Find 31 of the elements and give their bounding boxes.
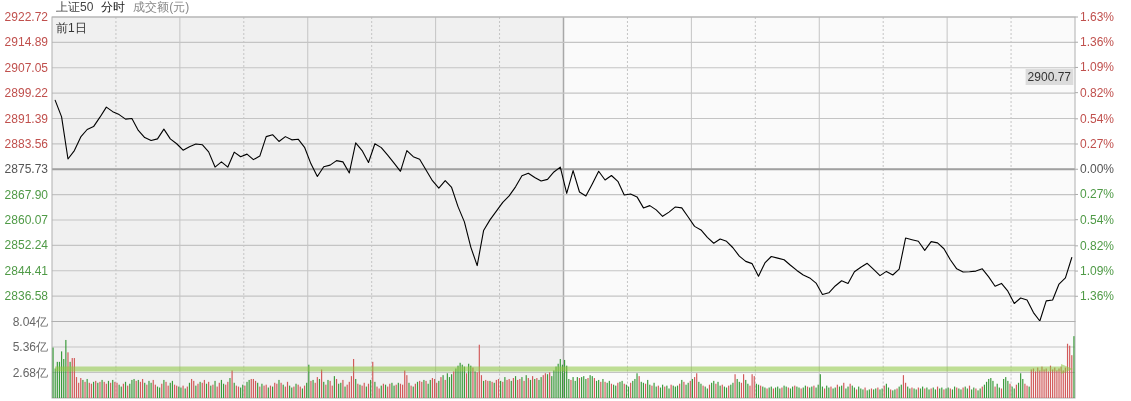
y2-tick-label: 1.36% [1080, 289, 1115, 304]
y2-tick-label: 0.82% [1080, 85, 1115, 100]
y2-tick-label: 0.27% [1080, 187, 1115, 202]
y2-tick-label: 1.09% [1080, 264, 1115, 279]
y2-tick-label: 0.54% [1080, 111, 1115, 126]
y-tick-label: 5.36亿 [12, 340, 48, 354]
y-tick-label: 2860.07 [4, 212, 49, 227]
y2-tick-label: 1.09% [1080, 60, 1115, 75]
annotation: 2900.77 [1027, 70, 1072, 84]
y-tick-label: 2914.89 [4, 35, 49, 50]
y-tick-label: 2867.90 [4, 187, 49, 202]
y2-tick-label: 1.36% [1080, 35, 1115, 50]
y-tick-label: 2883.56 [4, 136, 49, 151]
y-tick-label: 2875.73 [4, 162, 49, 177]
y2-tick-label: 0.27% [1080, 137, 1115, 152]
text: 成交额(元) [133, 0, 190, 14]
y-tick-label: 2844.41 [4, 263, 49, 278]
chart-title: 上证50 [56, 0, 94, 14]
chart-subtitle: 分时 [101, 0, 126, 14]
y-tick-label: 8.04亿 [12, 314, 48, 329]
y2-tick-label: 0.54% [1080, 212, 1115, 227]
y-tick-label: 2836.58 [4, 289, 49, 304]
y2-tick-label: 0.82% [1080, 238, 1115, 253]
y-tick-label: 2922.72 [4, 10, 49, 24]
y-tick-label: 2899.22 [4, 86, 49, 101]
y2-tick-label: 0.00% [1080, 162, 1115, 177]
y-tick-label: 2852.24 [4, 238, 49, 253]
y-tick-label: 2891.39 [4, 111, 49, 126]
y2-tick-label: 1.63% [1080, 10, 1115, 24]
y-tick-label: 2.68亿 [12, 365, 48, 380]
y-tick-label: 2907.05 [4, 60, 49, 75]
